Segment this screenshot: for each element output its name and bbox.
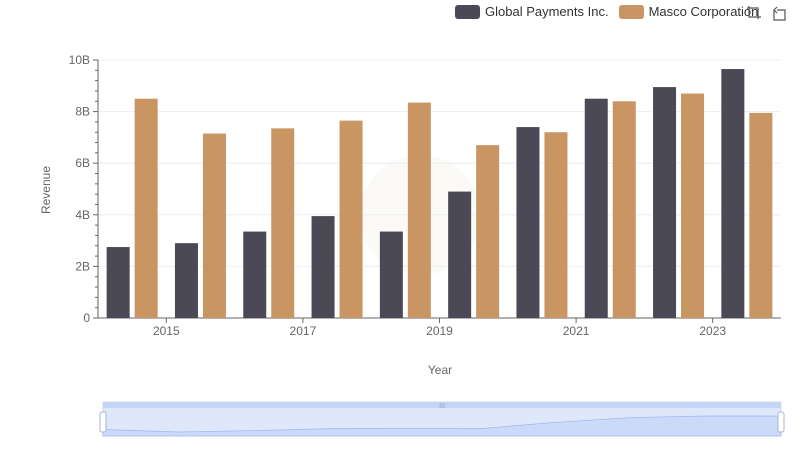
bar-masco-2023[interactable]	[749, 112, 773, 318]
bar-global-payments-2021[interactable]	[584, 98, 608, 318]
x-tick-label: 2021	[563, 324, 590, 338]
x-tick-label: 2023	[699, 324, 726, 338]
zoom-reset-icon[interactable]	[770, 5, 786, 21]
y-axis-title: Revenue	[39, 166, 53, 214]
bar-global-payments-2018[interactable]	[379, 231, 403, 318]
bar-global-payments-2014[interactable]	[106, 247, 130, 318]
chart-legend: Global Payments Inc. Masco Corporation	[455, 4, 758, 19]
bar-masco-2018[interactable]	[407, 102, 431, 318]
y-tick-label: 4B	[75, 208, 90, 222]
y-tick-label: 0	[83, 311, 90, 325]
data-zoom-slider[interactable]: III	[99, 401, 785, 437]
x-axis-title: Year	[428, 363, 452, 377]
bar-masco-2014[interactable]	[134, 98, 158, 318]
bar-masco-2020[interactable]	[544, 132, 568, 318]
y-tick-label: 2B	[75, 259, 90, 273]
y-tick-label: 6B	[75, 156, 90, 170]
zoom-in-icon[interactable]	[746, 5, 762, 21]
chart-toolbox	[746, 5, 786, 21]
slider-handle-right[interactable]	[777, 411, 785, 433]
bar-masco-2022[interactable]	[681, 93, 705, 318]
bar-masco-2015[interactable]	[202, 133, 226, 318]
y-tick-label: 8B	[75, 105, 90, 119]
y-tick-label: 10B	[69, 53, 90, 67]
legend-label-global-payments: Global Payments Inc.	[485, 4, 609, 19]
slider-handle-left[interactable]	[99, 411, 107, 433]
bar-masco-2021[interactable]	[612, 101, 636, 318]
bar-masco-2017[interactable]	[339, 120, 363, 318]
slider-top-bar[interactable]	[103, 402, 781, 408]
bar-global-payments-2015[interactable]	[174, 243, 198, 318]
legend-item-global-payments[interactable]: Global Payments Inc.	[455, 4, 609, 19]
bar-global-payments-2016[interactable]	[243, 231, 267, 318]
x-tick-label: 2017	[290, 324, 317, 338]
legend-swatch-global-payments	[455, 4, 480, 19]
bar-global-payments-2019[interactable]	[448, 191, 472, 318]
x-tick-label: 2015	[153, 324, 180, 338]
bar-global-payments-2022[interactable]	[653, 87, 677, 318]
x-tick-label: 2019	[426, 324, 453, 338]
bar-masco-2016[interactable]	[271, 128, 295, 318]
slider-drag-grip[interactable]: III	[439, 403, 445, 410]
bar-global-payments-2023[interactable]	[721, 69, 745, 318]
legend-swatch-masco	[618, 4, 644, 19]
legend-item-masco[interactable]: Masco Corporation	[618, 4, 759, 19]
bar-masco-2019[interactable]	[476, 145, 500, 318]
bar-global-payments-2017[interactable]	[311, 216, 335, 318]
bar-global-payments-2020[interactable]	[516, 127, 540, 318]
legend-label-masco: Masco Corporation	[648, 4, 759, 19]
